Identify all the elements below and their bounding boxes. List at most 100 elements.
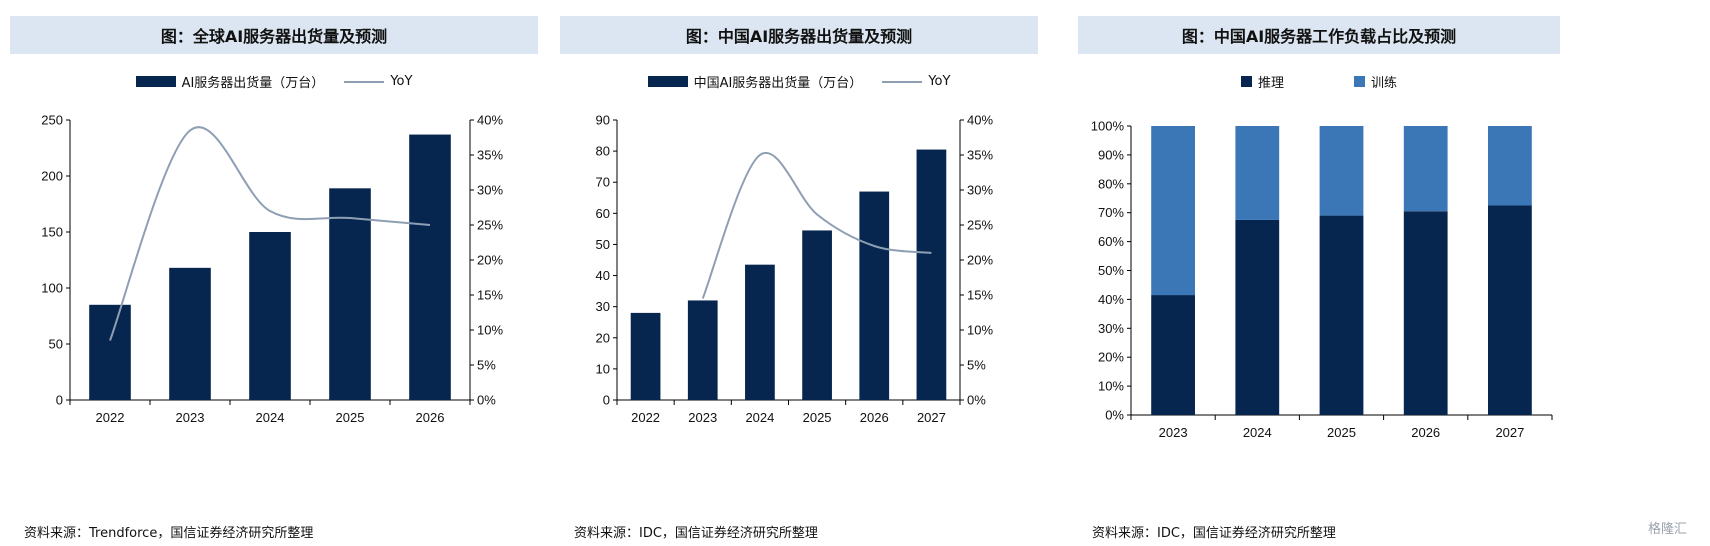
y2-tick-label: 0% xyxy=(967,393,986,408)
y-tick-label: 200 xyxy=(41,169,63,184)
bar-segment-training xyxy=(1319,126,1364,216)
bar xyxy=(89,304,131,400)
y-tick-label: 10 xyxy=(596,361,610,376)
legend-label-inference: 推理 xyxy=(1257,76,1284,91)
legend-swatch-bar xyxy=(647,76,688,87)
bar xyxy=(630,312,661,400)
y2-tick-label: 10% xyxy=(967,323,993,338)
y2-tick-label: 35% xyxy=(967,148,993,163)
y-tick-label: 90% xyxy=(1098,147,1124,162)
y-tick-label: 50 xyxy=(596,237,610,252)
legend-item-bar: AI服务器出货量（万台） xyxy=(135,72,325,91)
stacked-bar-chart: 0% 10% 20% 30% 40% 50% 60% 70% 80% 90% 100% 2023 202… xyxy=(1091,119,1553,440)
y-tick-label: 100% xyxy=(1091,119,1125,134)
chart-source-note: 资料来源：IDC，国信证券经济研究所整理 xyxy=(1092,526,1336,541)
bar-segment-inference xyxy=(1151,295,1195,415)
chart-panel-china-shipments: 图：中国AI服务器出货量及预测 中国AI服务器出货量（万台） YoY 0 10 20… xyxy=(560,0,1038,546)
x-tick-label: 2026 xyxy=(860,410,889,425)
chart-panel-global-shipments: 图：全球AI服务器出货量及预测 AI服务器出货量（万台） YoY 0 50 100 1… xyxy=(10,0,538,546)
y-tick-label: 30 xyxy=(596,299,610,314)
y-tick-label: 60% xyxy=(1098,234,1124,249)
y2-tick-label: 20% xyxy=(967,253,993,268)
y-tick-label: 150 xyxy=(41,225,63,240)
bar xyxy=(169,267,211,400)
legend-label-training: 训练 xyxy=(1371,76,1398,91)
y-tick-label: 10% xyxy=(1098,379,1124,394)
chart-legend: AI服务器出货量（万台） YoY xyxy=(10,72,538,91)
chart-legend: 中国AI服务器出货量（万台） YoY xyxy=(560,72,1038,91)
y-tick-label: 20% xyxy=(1098,350,1124,365)
bar-line-chart: 0 50 100 150 200 250 0% 5% 10% 15% 20% 25% 30% 35% 40%… xyxy=(41,113,503,426)
x-tick-label: 2026 xyxy=(1411,425,1440,440)
y-tick-label: 50% xyxy=(1098,263,1124,278)
bar xyxy=(329,188,371,400)
y2-tick-label: 25% xyxy=(967,218,993,233)
bar-segment-inference xyxy=(1403,211,1448,415)
yoy-line xyxy=(109,126,431,341)
bar-segment-inference xyxy=(1235,219,1280,415)
y-tick-label: 50 xyxy=(49,337,63,352)
chart-title: 图：全球AI服务器出货量及预测 xyxy=(10,16,538,54)
bar-segment-training xyxy=(1151,126,1195,296)
chart-title: 图：中国AI服务器出货量及预测 xyxy=(560,16,1038,54)
y-tick-label: 60 xyxy=(596,206,610,221)
y-tick-label: 0 xyxy=(56,393,63,408)
x-tick-label: 2022 xyxy=(96,410,125,425)
bar xyxy=(916,149,947,400)
chart-title: 图：中国AI服务器工作负载占比及预测 xyxy=(1078,16,1560,54)
legend-item-line: YoY xyxy=(882,74,950,89)
chart-source-note: 资料来源：IDC，国信证券经济研究所整理 xyxy=(574,526,818,541)
watermark-logo: 格隆汇 xyxy=(1648,522,1688,537)
chart-panel-china-workload: 图：中国AI服务器工作负载占比及预测 推理 训练 0% 10% 20% 30% 40% 5… xyxy=(1078,0,1560,546)
bar xyxy=(802,230,832,400)
y-tick-label: 30% xyxy=(1098,321,1124,336)
y-tick-label: 40% xyxy=(1098,292,1124,307)
legend-swatch-line xyxy=(882,80,923,83)
chart-source-note: 资料来源：Trendforce，国信证券经济研究所整理 xyxy=(24,526,314,541)
y2-tick-label: 40% xyxy=(477,113,503,128)
y2-tick-label: 20% xyxy=(477,253,503,268)
y-tick-label: 0% xyxy=(1105,408,1124,423)
y-tick-label: 250 xyxy=(41,113,63,128)
x-tick-label: 2023 xyxy=(176,410,205,425)
x-tick-label: 2024 xyxy=(256,410,285,425)
legend-label-bar: AI服务器出货量（万台） xyxy=(181,76,325,91)
y-tick-label: 90 xyxy=(596,113,610,128)
x-tick-label: 2026 xyxy=(416,410,445,425)
legend-label-line: YoY xyxy=(928,74,951,89)
bar-segment-inference xyxy=(1319,215,1364,415)
y-tick-label: 0 xyxy=(603,393,610,408)
x-tick-label: 2023 xyxy=(688,410,717,425)
bar-segment-inference xyxy=(1488,205,1532,415)
y2-tick-label: 25% xyxy=(477,218,503,233)
bar-segment-training xyxy=(1488,126,1532,206)
bar-line-chart: 0 10 20 30 40 50 60 70 80 90 0% 5% 10% 15% 20% 25% 30% 35… xyxy=(596,113,994,426)
chart-legend: 推理 训练 xyxy=(1078,72,1560,91)
x-tick-label: 2027 xyxy=(917,410,946,425)
x-tick-label: 2023 xyxy=(1159,425,1188,440)
bar-segment-training xyxy=(1403,126,1448,212)
legend-label-line: YoY xyxy=(390,74,413,89)
bar xyxy=(687,300,718,400)
x-tick-label: 2024 xyxy=(1243,425,1272,440)
x-tick-label: 2025 xyxy=(803,410,832,425)
bar xyxy=(859,191,890,400)
legend-label-bar: 中国AI服务器出货量（万台） xyxy=(693,76,863,91)
y-tick-label: 70% xyxy=(1098,205,1124,220)
legend-swatch-line xyxy=(344,80,385,83)
y2-tick-label: 5% xyxy=(967,358,986,373)
y2-tick-label: 35% xyxy=(477,148,503,163)
legend-item-training: 训练 xyxy=(1354,72,1397,91)
y2-tick-label: 10% xyxy=(477,323,503,338)
legend-swatch-inference xyxy=(1240,76,1252,87)
y-tick-label: 70 xyxy=(596,175,610,190)
y2-tick-label: 5% xyxy=(477,358,496,373)
legend-item-line: YoY xyxy=(344,74,412,89)
y2-tick-label: 30% xyxy=(477,183,503,198)
bar xyxy=(409,134,451,400)
x-tick-label: 2025 xyxy=(1327,425,1356,440)
y-tick-label: 20 xyxy=(596,330,610,345)
y2-tick-label: 40% xyxy=(967,113,993,128)
x-tick-label: 2027 xyxy=(1495,425,1524,440)
bar xyxy=(745,264,775,400)
